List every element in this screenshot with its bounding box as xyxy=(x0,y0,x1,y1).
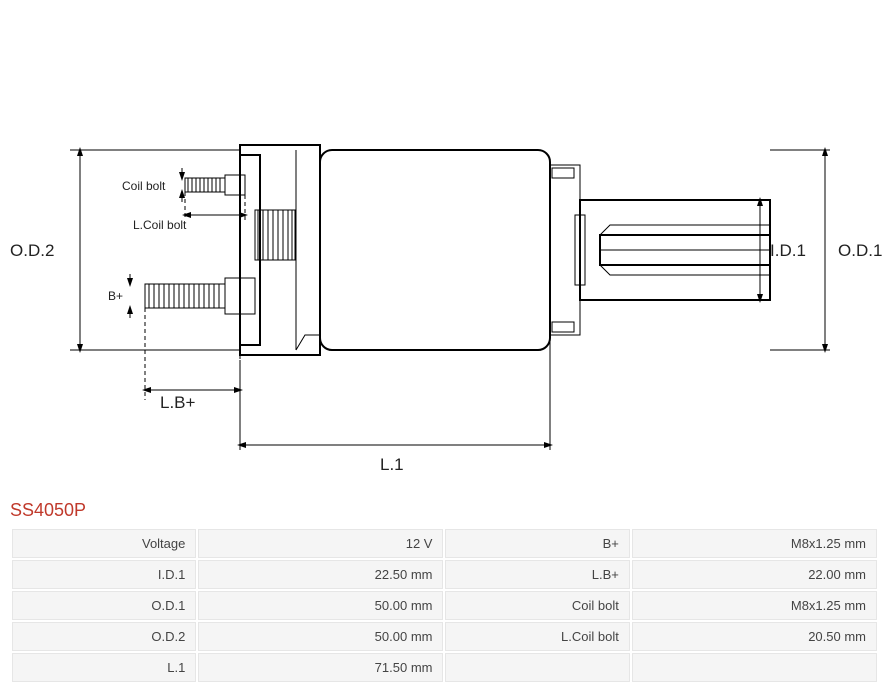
spec-value xyxy=(632,653,877,682)
spec-value: 22.00 mm xyxy=(632,560,877,589)
part-number: SS4050P xyxy=(10,500,889,521)
spec-value: M8x1.25 mm xyxy=(632,529,877,558)
spec-value: 71.50 mm xyxy=(198,653,443,682)
table-row: O.D.2 50.00 mm L.Coil bolt 20.50 mm xyxy=(12,622,877,651)
spec-value: 20.50 mm xyxy=(632,622,877,651)
spec-label: L.B+ xyxy=(445,560,629,589)
table-row: Voltage 12 V B+ M8x1.25 mm xyxy=(12,529,877,558)
table-row: I.D.1 22.50 mm L.B+ 22.00 mm xyxy=(12,560,877,589)
spec-value: 50.00 mm xyxy=(198,591,443,620)
label-b-plus: B+ xyxy=(108,289,123,303)
spec-label: I.D.1 xyxy=(12,560,196,589)
spec-value: 12 V xyxy=(198,529,443,558)
technical-diagram: O.D.2 O.D.1 I.D.1 Coil bolt L.Coil bolt … xyxy=(0,0,889,500)
solenoid-drawing-svg: O.D.2 O.D.1 I.D.1 Coil bolt L.Coil bolt … xyxy=(0,0,889,500)
label-l-b-plus: L.B+ xyxy=(160,393,196,412)
table-row: O.D.1 50.00 mm Coil bolt M8x1.25 mm xyxy=(12,591,877,620)
label-od2: O.D.2 xyxy=(10,241,54,260)
label-od1: O.D.1 xyxy=(838,241,882,260)
spec-label xyxy=(445,653,629,682)
spec-value: M8x1.25 mm xyxy=(632,591,877,620)
table-row: L.1 71.50 mm xyxy=(12,653,877,682)
spec-value: 50.00 mm xyxy=(198,622,443,651)
spec-label: L.Coil bolt xyxy=(445,622,629,651)
spec-label: L.1 xyxy=(12,653,196,682)
label-id1: I.D.1 xyxy=(770,241,806,260)
spec-label: Coil bolt xyxy=(445,591,629,620)
spec-table: Voltage 12 V B+ M8x1.25 mm I.D.1 22.50 m… xyxy=(10,527,879,684)
spec-label: O.D.1 xyxy=(12,591,196,620)
spec-label: O.D.2 xyxy=(12,622,196,651)
spec-value: 22.50 mm xyxy=(198,560,443,589)
spec-label: Voltage xyxy=(12,529,196,558)
label-l-coil-bolt: L.Coil bolt xyxy=(133,218,187,232)
label-l1: L.1 xyxy=(380,455,404,474)
spec-label: B+ xyxy=(445,529,629,558)
label-coil-bolt: Coil bolt xyxy=(122,179,166,193)
